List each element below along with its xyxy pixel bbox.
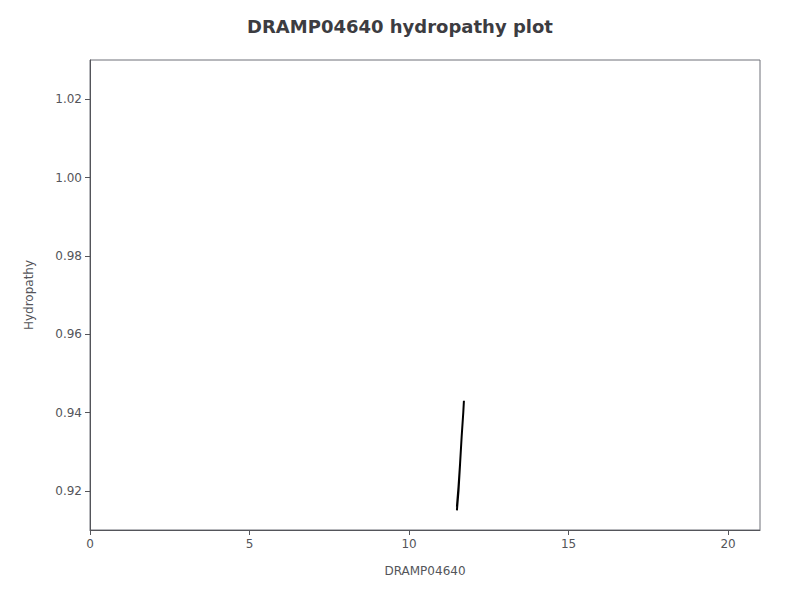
svg-text:DRAMP04640 hydropathy plot: DRAMP04640 hydropathy plot [247,16,553,37]
svg-text:10: 10 [401,537,416,551]
svg-text:0: 0 [86,537,94,551]
svg-text:0.94: 0.94 [55,406,82,420]
svg-text:0.92: 0.92 [55,484,82,498]
svg-text:1.00: 1.00 [55,171,82,185]
svg-text:20: 20 [720,537,735,551]
svg-text:0.96: 0.96 [55,327,82,341]
svg-text:0.98: 0.98 [55,249,82,263]
svg-text:1.02: 1.02 [55,92,82,106]
svg-text:Hydropathy: Hydropathy [22,260,36,330]
svg-text:DRAMP04640: DRAMP04640 [384,564,465,578]
svg-text:15: 15 [561,537,576,551]
svg-text:5: 5 [246,537,254,551]
